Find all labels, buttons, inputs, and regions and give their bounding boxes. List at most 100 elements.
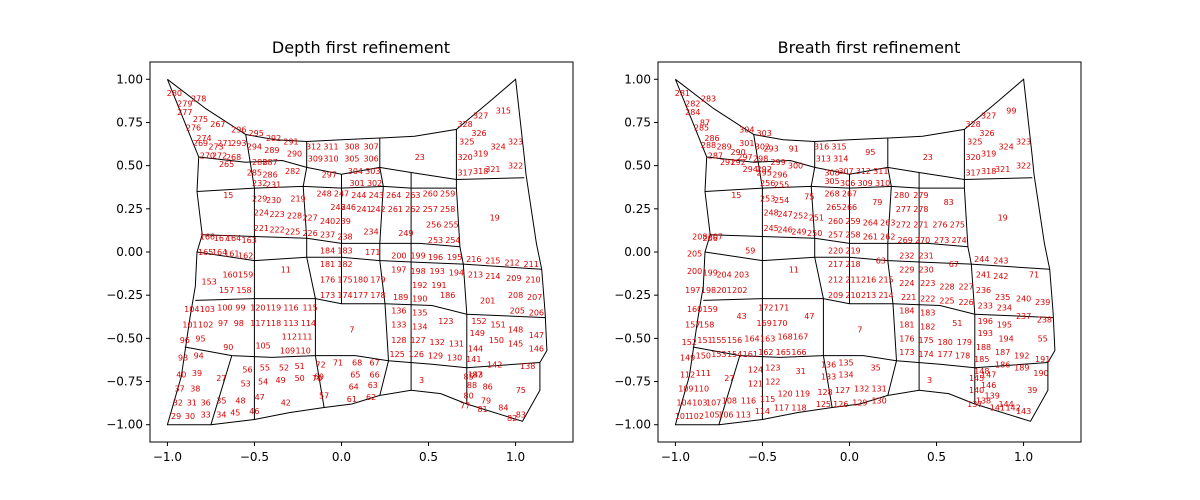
cell-number: 115 — [302, 303, 317, 312]
cell-number: 7 — [857, 326, 862, 335]
cell-number: 292 — [757, 165, 772, 174]
cell-number: 86 — [483, 383, 493, 392]
cell-number: 163 — [760, 334, 775, 343]
cell-number: 256 — [760, 179, 775, 188]
cell-number: 101 — [675, 412, 690, 421]
cell-number: 159 — [238, 271, 253, 280]
cell-number: 143 — [468, 371, 483, 380]
panel-breadth-first: Breath first refinement 2319151173999591… — [614, 38, 1082, 464]
cell-number: 236 — [976, 286, 991, 295]
cell-number: 248 — [763, 208, 778, 217]
cell-number: 40 — [176, 371, 186, 380]
cell-number: 291 — [720, 158, 735, 167]
cell-number: 196 — [978, 317, 993, 326]
cell-number: 321 — [485, 165, 500, 174]
mesh-edge — [810, 141, 833, 408]
mesh-edge — [455, 129, 468, 404]
cell-number: 300 — [788, 162, 803, 171]
cell-number: 293 — [231, 139, 246, 148]
x-tick-label: 0.0 — [840, 450, 859, 464]
cell-number: 226 — [958, 298, 973, 307]
cell-number: 283 — [701, 94, 716, 103]
cell-number: 247 — [334, 189, 349, 198]
cell-number: 3 — [419, 376, 424, 385]
cell-number: 258 — [845, 231, 860, 240]
cell-number: 101 — [182, 321, 197, 330]
cell-number: 274 — [951, 236, 966, 245]
cell-number: 201 — [480, 296, 495, 305]
cell-number: 211 — [524, 260, 539, 269]
cell-number: 228 — [287, 212, 302, 221]
cell-number: 147 — [529, 331, 544, 340]
cell-number: 123 — [765, 364, 780, 373]
cell-number: 53 — [241, 379, 251, 388]
cell-number: 131 — [449, 340, 464, 349]
cell-number: 177 — [938, 350, 953, 359]
y-tick-label: 0.75 — [116, 115, 143, 129]
cell-number: 272 — [212, 151, 227, 160]
cell-number: 232 — [899, 252, 914, 261]
mesh-edge — [379, 138, 390, 396]
cell-number: 164 — [226, 234, 241, 243]
cell-number: 209 — [506, 274, 521, 283]
cell-number: 59 — [745, 246, 755, 255]
cell-number: 108 — [722, 397, 737, 406]
cell-number: 56 — [242, 366, 252, 375]
cell-number: 126 — [833, 400, 848, 409]
cell-number: 182 — [920, 322, 935, 331]
mesh-edge — [302, 141, 325, 408]
cell-number: 63 — [876, 257, 886, 266]
cell-number: 264 — [863, 219, 878, 228]
cell-number: 171 — [365, 248, 380, 257]
cell-number: 167 — [793, 333, 808, 342]
x-tick-label: 0.5 — [419, 450, 438, 464]
cell-number: 321 — [995, 165, 1010, 174]
cell-number: 157 — [685, 321, 700, 330]
cell-number: 249 — [791, 227, 806, 236]
cell-labels: 2319151173999591878379757167635955514743… — [675, 89, 1052, 421]
cell-number: 187 — [995, 348, 1010, 357]
mesh-boundary — [674, 78, 1056, 426]
cell-number: 277 — [896, 205, 911, 214]
cell-number: 294 — [247, 143, 262, 152]
x-tick-label: −1.0 — [153, 450, 182, 464]
cell-number: 296 — [231, 125, 246, 134]
cell-number: 289 — [264, 146, 279, 155]
cell-number: 189 — [393, 293, 408, 302]
cell-number: 238 — [337, 233, 352, 242]
cell-number: 160 — [222, 271, 237, 280]
cell-number: 176 — [320, 276, 335, 285]
cell-number: 51 — [952, 319, 962, 328]
cell-number: 192 — [1014, 352, 1029, 361]
cell-number: 231 — [918, 252, 933, 261]
cell-number: 79 — [481, 397, 491, 406]
cell-number: 27 — [216, 374, 226, 383]
cell-number: 257 — [828, 231, 843, 240]
cell-number: 292 — [266, 134, 281, 143]
cell-number: 269 — [898, 236, 913, 245]
cell-number: 239 — [336, 217, 351, 226]
cell-number: 194 — [449, 269, 464, 278]
x-tick-label: −0.5 — [748, 450, 777, 464]
cell-number: 323 — [508, 138, 523, 147]
cell-number: 259 — [440, 189, 455, 198]
cell-number: 68 — [352, 359, 362, 368]
cell-number: 208 — [692, 233, 707, 242]
cell-number: 219 — [845, 246, 860, 255]
cell-number: 305 — [824, 177, 839, 186]
cell-number: 296 — [772, 170, 787, 179]
panel-title: Breath first refinement — [778, 38, 961, 57]
cell-number: 96 — [180, 336, 190, 345]
cell-number: 137 — [967, 400, 982, 409]
cell-number: 79 — [872, 198, 882, 207]
cell-number: 39 — [192, 369, 202, 378]
cell-number: 125 — [390, 350, 405, 359]
cell-number: 216 — [466, 255, 481, 264]
cell-number: 130 — [871, 397, 886, 406]
cell-number: 268 — [226, 153, 241, 162]
cell-number: 260 — [828, 217, 843, 226]
cell-number: 145 — [969, 374, 984, 383]
cell-number: 182 — [337, 260, 352, 269]
cell-number: 298 — [753, 155, 768, 164]
cell-number: 117 — [774, 404, 789, 413]
